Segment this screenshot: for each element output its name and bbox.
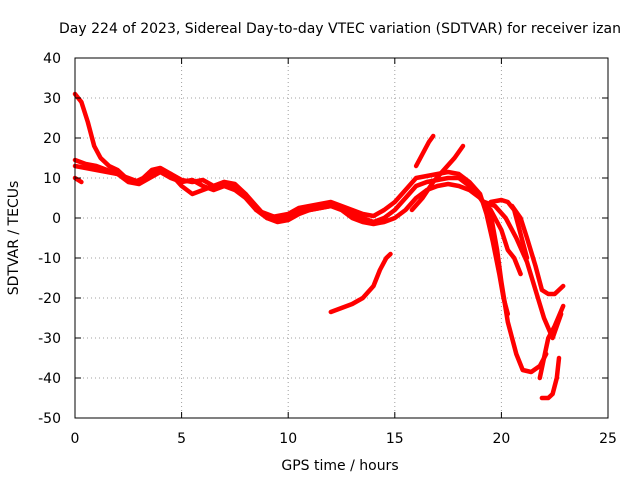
x-tick-label: 10 bbox=[279, 431, 297, 447]
x-tick-label: 25 bbox=[599, 431, 617, 447]
tick-labels: 0 5 10 15 20 25 -50 -40 -30 -20 -10 0 10 20 30 40 bbox=[38, 51, 617, 447]
series-track-12 bbox=[539, 355, 562, 401]
chart-title: Day 224 of 2023, Sidereal Day-to-day VTE… bbox=[59, 21, 621, 37]
x-axis-label: GPS time / hours bbox=[281, 458, 398, 474]
y-tick-label: -20 bbox=[38, 291, 61, 307]
y-tick-label: -30 bbox=[38, 331, 61, 347]
series-track-3 bbox=[72, 163, 549, 375]
axis-ticks bbox=[74, 57, 609, 419]
y-tick-label: -40 bbox=[38, 371, 61, 387]
y-tick-label: 30 bbox=[43, 91, 61, 107]
plot-frame bbox=[74, 57, 609, 419]
y-tick-label: 20 bbox=[43, 131, 61, 147]
y-tick-label: -10 bbox=[38, 251, 61, 267]
grid bbox=[75, 58, 608, 418]
y-tick-label: 0 bbox=[52, 211, 61, 227]
x-tick-label: 0 bbox=[71, 431, 80, 447]
series-track-6 bbox=[409, 143, 466, 213]
series-track-10 bbox=[509, 203, 566, 297]
y-axis-label: SDTVAR / TECUs bbox=[6, 181, 22, 296]
data-series bbox=[72, 91, 566, 401]
series-track-4 bbox=[72, 175, 84, 185]
series-track-7 bbox=[328, 251, 393, 315]
y-tick-label: -50 bbox=[38, 411, 61, 427]
series-track-11 bbox=[537, 303, 566, 381]
x-tick-label: 5 bbox=[177, 431, 186, 447]
y-tick-label: 10 bbox=[43, 171, 61, 187]
series-track-5 bbox=[413, 133, 436, 169]
x-tick-label: 20 bbox=[492, 431, 510, 447]
y-tick-label: 40 bbox=[43, 51, 61, 67]
x-tick-label: 15 bbox=[386, 431, 404, 447]
